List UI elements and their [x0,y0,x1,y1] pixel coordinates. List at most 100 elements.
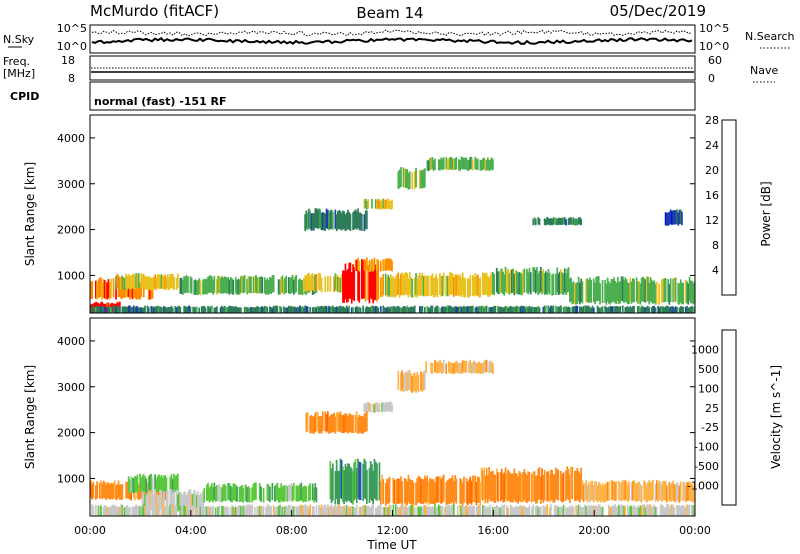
heat-cell [402,167,405,188]
heat-cell [565,219,567,226]
heat-cell [412,482,415,506]
heat-cell [547,470,550,501]
heat-cell [105,303,107,313]
heat-cell [521,305,523,313]
heat-cell [327,411,329,432]
heat-cell [663,507,666,516]
heat-cell [355,211,358,230]
heat-cell [184,506,187,516]
heat-cell [640,277,643,302]
heat-cell [124,277,126,291]
heat-cell [513,507,516,516]
heat-cell [265,507,267,516]
y-tick-label: 3000 [57,381,85,394]
velocity-y-label: Slant Range [km] [23,365,37,469]
heat-cell [251,487,253,503]
heat-cell [303,505,305,516]
heat-cell [436,476,439,503]
heat-cell [484,306,487,313]
heat-cell [386,307,388,313]
heat-cell [141,491,144,511]
heat-cell [359,462,362,501]
heat-cell [342,466,344,503]
heat-cell [223,276,226,293]
heat-cell [538,307,541,313]
heat-cell [597,481,600,501]
heat-cell [338,470,340,505]
heat-cell [415,482,417,506]
heat-cell [489,504,492,516]
heat-cell [586,305,589,313]
heat-cell [678,283,681,305]
heat-cell [606,307,609,313]
heat-cell [484,359,487,373]
heat-cell [349,466,352,503]
heat-cell [231,306,233,313]
date-title: 05/Dec/2019 [610,2,706,20]
heat-cell [227,507,230,516]
heat-cell [600,307,603,313]
heat-cell [383,258,386,271]
heat-cell [119,301,121,312]
heat-cell [597,307,600,313]
heat-cell [482,158,484,170]
heat-cell [348,413,351,433]
heat-cell [485,305,488,313]
heat-cell [309,276,311,293]
heat-cell [353,210,356,230]
heat-cell [581,307,584,313]
heat-cell [382,198,385,209]
heat-cell [314,306,317,313]
heat-cell [247,307,250,313]
heat-cell [115,506,117,516]
heat-cell [214,507,217,516]
heat-cell [164,274,167,289]
heat-cell [267,504,270,516]
heat-cell [156,305,159,313]
heat-cell [652,506,654,516]
heat-cell [437,307,440,313]
heat-cell [553,217,556,225]
heat-cell [345,270,348,303]
heat-cell [527,307,530,313]
heat-cell [330,209,333,229]
heat-cell [184,492,187,511]
heat-cell [131,506,134,516]
heat-cell [424,307,426,313]
heat-cell [542,269,545,293]
heat-cell [563,306,566,313]
heat-cell [286,307,289,313]
nsky-tick-top: 10^5 [57,22,87,35]
heat-cell [198,505,201,516]
heat-cell [650,507,653,516]
heat-cell [234,484,237,502]
heat-cell [357,208,359,229]
heat-cell [566,307,569,313]
heat-cell [454,306,456,313]
heat-cell [626,505,629,516]
heat-cell [343,270,345,303]
heat-cell [448,158,450,171]
heat-cell [232,279,235,295]
heat-cell [561,272,564,295]
heat-cell [208,506,211,516]
nsky-panel: N.Sky 10^5 10^0 10^5 10^0 N.Search [3,22,795,54]
heat-cell [324,213,327,231]
heat-cell [165,307,168,313]
heat-cell [300,279,303,295]
heat-cell [692,283,695,305]
heat-cell [426,275,429,296]
heat-cell [664,480,667,501]
heat-cell [601,483,604,502]
heat-cell [623,280,625,303]
heat-cell [465,360,468,373]
heat-cell [332,305,334,313]
heat-cell [431,273,434,295]
heat-cell [487,506,489,516]
heat-cell [614,306,616,313]
heat-cell [169,476,172,493]
heat-cell [379,260,382,272]
heat-cell [266,504,269,516]
heat-cell [634,482,637,502]
heat-cell [485,359,488,373]
